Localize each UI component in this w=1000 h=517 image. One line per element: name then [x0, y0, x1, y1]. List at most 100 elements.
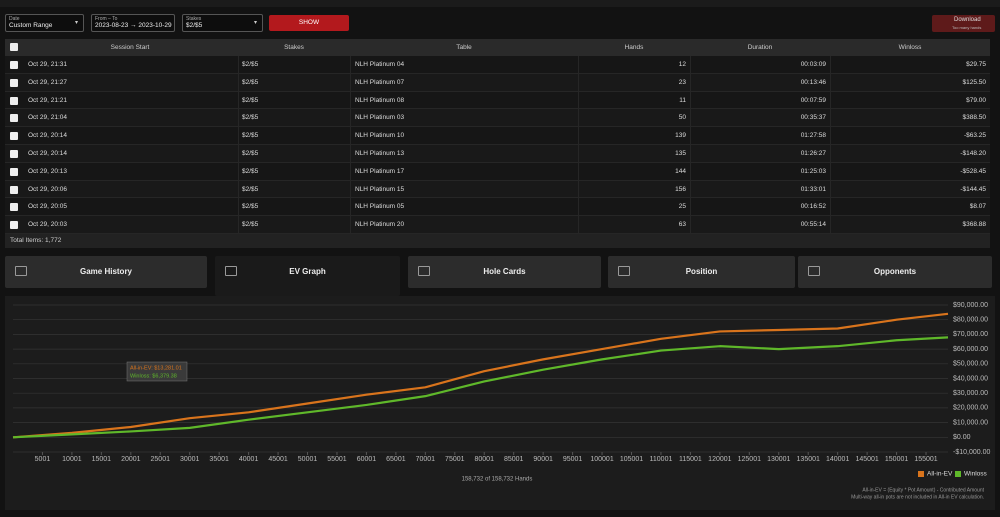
table-row — [5, 180, 990, 199]
cell-border — [690, 162, 691, 181]
table-cell: -$528.45 — [960, 167, 986, 175]
x-tick-label: 140001 — [826, 456, 849, 463]
checkbox[interactable] — [10, 150, 18, 158]
table-cell: NLH Platinum 07 — [355, 78, 405, 86]
cell-border — [690, 91, 691, 110]
cell-border — [830, 91, 831, 110]
footnote: Multi-way all-in pots are not included i… — [851, 494, 984, 500]
x-tick-label: 50001 — [298, 456, 318, 463]
checkbox[interactable] — [10, 185, 18, 194]
table-footer — [5, 234, 990, 248]
tab-label: Hole Cards — [483, 267, 526, 276]
cell-border — [830, 73, 831, 92]
x-tick-label: 25001 — [151, 456, 171, 463]
checkbox[interactable] — [10, 167, 18, 176]
table-cell: Oct 29, 20:14 — [28, 150, 68, 157]
y-tick-label: $10,000.00 — [953, 419, 988, 426]
checkbox[interactable] — [10, 78, 18, 87]
checkbox[interactable] — [10, 132, 18, 141]
checkbox[interactable] — [10, 221, 18, 230]
table-cell: NLH Platinum 03 — [355, 114, 405, 122]
tab[interactable]: Hole Cards — [408, 256, 601, 288]
checkbox[interactable] — [10, 114, 18, 123]
x-tick-label: 65001 — [386, 456, 406, 463]
x-tick-label: 5001 — [35, 456, 51, 463]
y-tick-label: $50,000.00 — [953, 361, 988, 368]
checkbox[interactable] — [10, 96, 18, 105]
tab[interactable]: Opponents — [798, 256, 992, 288]
x-tick-label: 110001 — [650, 456, 673, 463]
table-cell: 00:13:46 — [800, 78, 826, 86]
table-cell: $2/$5 — [242, 167, 259, 175]
x-tick-label: 90001 — [533, 456, 553, 463]
cell-border — [350, 127, 351, 145]
cell-border — [238, 56, 239, 74]
tab-label: Opponents — [873, 267, 917, 276]
table-header — [5, 39, 990, 56]
download-button[interactable]: Download Too many hands — [932, 15, 995, 32]
arrow: ▾ — [253, 20, 257, 26]
column-header: Winloss — [898, 44, 922, 51]
checkbox — [10, 43, 18, 51]
tab-label: EV Graph — [289, 267, 326, 276]
cell-border — [830, 109, 831, 128]
table-cell: $2/$5 — [242, 150, 259, 157]
show-button[interactable]: SHOW — [269, 15, 349, 31]
tab[interactable]: EV Graph — [215, 256, 400, 296]
x-tick-label: 150001 — [885, 456, 908, 463]
tab-icon — [618, 266, 630, 276]
table-cell: Oct 29, 21:27 — [28, 78, 68, 86]
table-cell: 156 — [675, 185, 686, 193]
y-tick-label: $80,000.00 — [953, 317, 988, 324]
total-items: Total Items: 1,772 — [10, 237, 62, 244]
cell-border — [238, 216, 239, 234]
date-select[interactable]: Date Custom Range ▾ — [5, 14, 84, 32]
cell-border — [350, 198, 351, 217]
table-cell: Oct 29, 20:14 — [28, 132, 68, 140]
cell-border — [578, 216, 579, 234]
tooltip — [126, 361, 188, 382]
download-note: Too many hands — [952, 25, 982, 30]
cell-border — [690, 56, 691, 74]
x-tick-label: 55001 — [327, 456, 347, 463]
table-cell: $2/$5 — [242, 185, 259, 193]
y-tick-label: $20,000.00 — [953, 405, 988, 412]
filter-value: 2023-08-23 → 2023-10-29 — [95, 22, 172, 29]
filter-label: From – To — [95, 16, 118, 22]
column-header: Hands — [624, 44, 644, 51]
cell-border — [690, 216, 691, 234]
table-cell: 23 — [678, 78, 686, 86]
cell-border — [238, 73, 239, 92]
x-tick-label: 130001 — [767, 456, 790, 463]
table-cell: $8.07 — [969, 203, 986, 211]
y-tick-label: $70,000.00 — [953, 331, 988, 338]
table-cell: NLH Platinum 17 — [355, 167, 405, 175]
stakes-select[interactable]: Stakes $2/$5 ▾ — [182, 14, 263, 32]
series-line — [12, 336, 949, 439]
tab[interactable]: Position — [608, 256, 795, 288]
y-tick-label: $0.00 — [953, 434, 971, 441]
x-tick-label: 120001 — [708, 456, 731, 463]
checkbox[interactable] — [10, 203, 18, 212]
download-title: Download — [954, 17, 981, 23]
table-row — [5, 127, 990, 145]
y-tick-label: $30,000.00 — [953, 390, 988, 397]
table-cell: $2/$5 — [242, 221, 259, 229]
column-header: Stakes — [284, 44, 304, 51]
column-header: Table — [456, 44, 472, 51]
chart-panel — [5, 296, 995, 510]
cell-border — [690, 73, 691, 92]
x-tick-label: 125001 — [738, 456, 761, 463]
tab[interactable]: Game History — [5, 256, 207, 288]
cell-border — [830, 56, 831, 74]
series-line — [12, 312, 949, 439]
checkbox[interactable] — [10, 61, 18, 69]
table-cell: $2/$5 — [242, 203, 259, 211]
cell-border — [350, 162, 351, 181]
range-picker[interactable]: From – To 2023-08-23 → 2023-10-29 — [91, 14, 175, 32]
column-header: Session Start — [110, 44, 150, 51]
table-cell: $2/$5 — [242, 78, 259, 86]
table-row — [5, 109, 990, 128]
table-row — [5, 56, 990, 74]
